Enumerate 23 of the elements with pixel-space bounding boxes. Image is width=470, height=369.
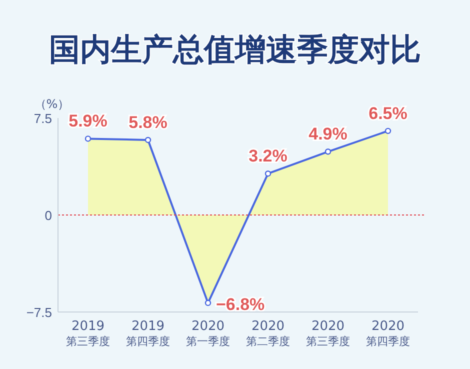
data-label: 3.2%	[248, 146, 288, 166]
x-tick-label: 2020 第四季度	[366, 319, 410, 348]
chart-title: 国内生产总值增速季度对比	[49, 32, 421, 68]
data-label: 5.9%	[68, 112, 108, 131]
point	[144, 136, 152, 144]
point	[84, 136, 92, 142]
data-label: 4.9%	[308, 124, 348, 144]
x-tick-label: 2019 第三季度	[66, 319, 110, 348]
point	[204, 300, 212, 306]
point	[264, 170, 272, 177]
y-tick-label: 0	[44, 208, 52, 223]
point	[384, 128, 392, 134]
point	[324, 148, 332, 155]
y-tick-label: −7.5	[26, 305, 52, 320]
y-tick-label: 7.5	[34, 111, 52, 126]
x-tick-label: 2019 第四季度	[126, 319, 170, 348]
x-tick-label: 2020 第一季度	[186, 319, 230, 348]
data-label: 5.8%	[128, 112, 168, 132]
x-tick-label: 2020 第三季度	[306, 319, 350, 348]
x-tick-label: 2020 第二季度	[246, 319, 290, 348]
y-axis-title: （%）	[34, 97, 70, 111]
data-label: 6.5%	[368, 104, 408, 123]
data-label: −6.8%	[216, 294, 265, 314]
